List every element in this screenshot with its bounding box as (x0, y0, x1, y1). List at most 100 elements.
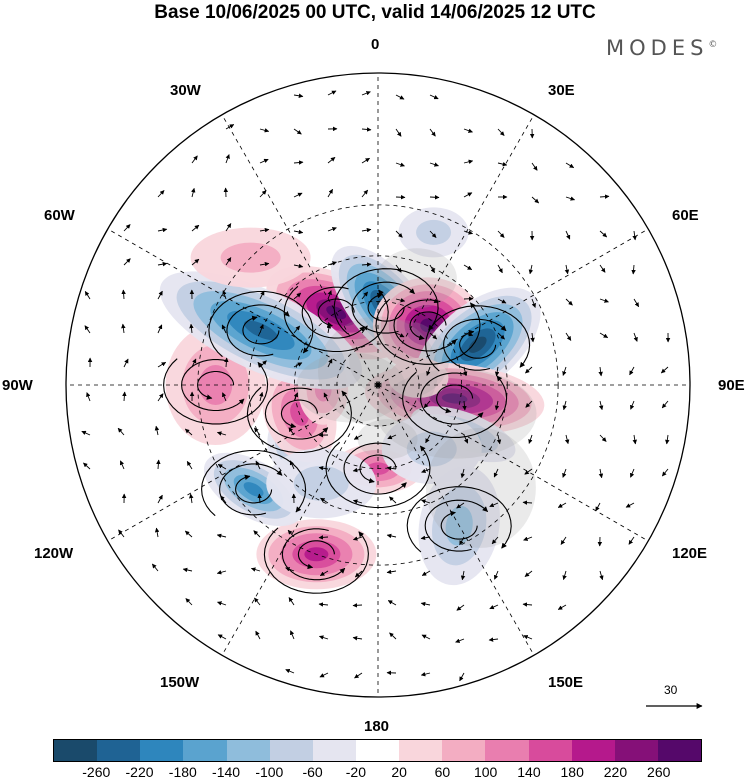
wind-vector (497, 230, 505, 238)
anomaly-contour (243, 482, 264, 497)
wind-vector (456, 604, 465, 611)
wind-vector (494, 570, 499, 580)
colorbar-tick-label: -140 (212, 764, 241, 780)
streamlines (163, 268, 531, 594)
wind-vector (565, 196, 576, 201)
wind-vector (421, 634, 431, 640)
wind-vector (496, 434, 502, 445)
wind-vector (562, 570, 567, 581)
wind-vector (81, 430, 91, 436)
wind-vector (497, 161, 508, 167)
wind-vector (429, 162, 439, 167)
wind-vector (285, 567, 295, 572)
meridian-line (377, 114, 535, 386)
wind-vector (217, 634, 227, 640)
wind-vector (463, 264, 473, 270)
wind-vector (361, 262, 372, 267)
wind-vector (629, 366, 635, 376)
colorbar-tick-label: 220 (603, 764, 628, 780)
wind-vector (293, 392, 299, 402)
wind-vector (118, 529, 125, 538)
wind-vector (319, 672, 329, 678)
wind-vector (463, 332, 474, 337)
streamline (420, 372, 484, 425)
wind-vector (599, 264, 606, 273)
wind-vector (599, 434, 607, 442)
wind-vector (157, 361, 167, 368)
wind-vector (293, 263, 304, 269)
wind-vector (84, 291, 91, 300)
wind-vector (361, 157, 370, 164)
wind-vector (361, 291, 369, 300)
wind-vector (497, 264, 503, 274)
meridian-line (107, 228, 379, 386)
colorbar-segment (54, 740, 98, 761)
wind-vector (221, 324, 227, 334)
streamline (163, 358, 269, 425)
wind-vector (421, 499, 431, 504)
wind-vector (259, 190, 267, 198)
colorbar-segment (269, 740, 313, 761)
land-mask (376, 248, 457, 309)
lon-label-30w: 30W (170, 82, 201, 99)
wind-vector (463, 159, 474, 164)
wind-vector (429, 195, 440, 200)
wind-vector (361, 91, 371, 96)
wind-vector (386, 466, 397, 471)
wind-vector (86, 392, 91, 402)
wind-vector (557, 604, 567, 610)
wind-vector (387, 600, 397, 606)
wind-vector (497, 128, 505, 136)
wind-vector (489, 604, 499, 610)
wind-vector (352, 636, 363, 641)
wind-vector (560, 536, 567, 545)
wind-vector (288, 597, 295, 606)
colorbar-tick-label: -260 (82, 764, 111, 780)
wind-vector (259, 360, 267, 368)
lon-label-120w: 120W (34, 545, 74, 562)
wind-vector (494, 400, 500, 411)
wind-vector (632, 434, 637, 445)
land-mask (376, 368, 537, 459)
meridian-line (377, 384, 649, 542)
streamline (201, 449, 307, 517)
streamline (280, 399, 318, 429)
polar-map (65, 72, 703, 709)
wind-vector (463, 434, 469, 444)
wind-vector (293, 325, 301, 334)
wind-vector (628, 536, 635, 545)
wind-vector (524, 468, 533, 475)
wind-vector (352, 467, 363, 473)
wind-vector (224, 357, 229, 368)
anomaly-contour (416, 219, 452, 245)
wind-vector (157, 494, 163, 504)
wind-vector (288, 427, 295, 436)
wind-vector (455, 638, 465, 643)
wind-vector (157, 261, 168, 267)
wind-vector (253, 530, 261, 538)
colorbar-segment (226, 740, 270, 761)
wind-vector (462, 400, 467, 411)
wind-vector (531, 196, 540, 204)
wind-vector (259, 227, 270, 233)
wind-vector (182, 567, 193, 573)
wind-vector (225, 124, 235, 130)
wind-vector (327, 261, 337, 266)
wind-vector (117, 427, 125, 436)
wind-vector (318, 535, 329, 540)
wind-vector (259, 261, 270, 267)
colorbar-segment (183, 740, 227, 761)
lon-label-60e: 60E (672, 207, 699, 224)
lon-label-150w: 150W (160, 674, 200, 691)
latitude-circle (197, 204, 559, 566)
wind-vector (257, 493, 262, 504)
wind-vector (157, 393, 164, 402)
wind-vector (661, 400, 669, 409)
streamline (208, 290, 314, 358)
wind-vector (395, 230, 403, 238)
wind-vector (123, 358, 129, 368)
reference-vector-label: 30 (664, 683, 678, 697)
wind-vector (429, 128, 436, 137)
wind-vector (293, 229, 304, 235)
colorbar-tick-label: -100 (255, 764, 284, 780)
